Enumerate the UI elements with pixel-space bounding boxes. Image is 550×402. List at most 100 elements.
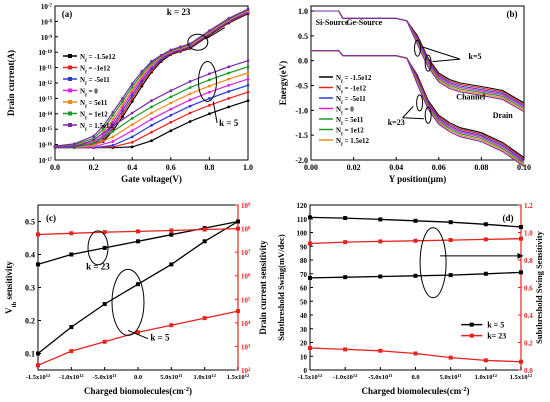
y2-tick-label-part: 7: [248, 250, 251, 255]
y-tick-label-part: 10: [41, 18, 49, 26]
y-tick-label: 0.3: [25, 284, 35, 293]
y2-tick-label-part: 8: [248, 226, 251, 231]
x-tick-label: -5.0x1011: [368, 373, 393, 382]
legend-label-part: N: [336, 116, 341, 124]
data-point: [169, 107, 173, 111]
panel-label: (d): [503, 213, 514, 223]
legend-label-part: N: [80, 122, 85, 130]
y2-tick-label-part: 2: [248, 368, 251, 373]
annotation-k5: k=5: [469, 52, 482, 61]
legend-label: Nf = -1.5e12: [80, 53, 116, 64]
y-tick-label-part: -7: [48, 4, 53, 9]
data-point: [308, 215, 312, 220]
legend-label: Nf = 1e12: [336, 127, 364, 138]
x-axis-label: Charged biomolecules(cm-2): [362, 386, 470, 397]
highlight-ellipse: [416, 94, 424, 112]
data-point: [150, 139, 153, 143]
data-point: [246, 83, 250, 87]
y-tick-label: 10-8: [41, 18, 53, 26]
data-point: [208, 103, 211, 107]
y2-tick-label: 0.6: [524, 285, 533, 293]
data-point: [136, 239, 140, 244]
y-tick-label: 10-15: [38, 126, 52, 134]
legend-marker: [68, 88, 72, 93]
data-point: [483, 237, 488, 242]
data-point: [169, 262, 174, 267]
band-line: [311, 10, 525, 113]
y-tick-label-part: 10: [38, 80, 46, 88]
y-tick-label: 20: [300, 340, 308, 348]
data-point: [121, 112, 124, 116]
plot-frame: [309, 204, 522, 371]
data-point: [121, 97, 124, 100]
legend-label-part: = 5e11: [87, 99, 108, 107]
data-point: [378, 348, 383, 353]
y2-tick-label: 103: [241, 343, 251, 351]
data-point: [448, 273, 453, 278]
legend-label-part: f: [341, 111, 343, 116]
data-point: [92, 134, 95, 138]
data-point: [188, 111, 192, 115]
y-tick-label-part: -15: [45, 127, 52, 132]
x-axis-label-part: Charged biomolecules(cm: [84, 386, 184, 396]
data-point: [36, 262, 40, 267]
y2-axis-label: Subthreshold Swing Sensitivity: [534, 230, 544, 343]
x-tick-label: 1.0x1012: [193, 373, 216, 382]
y-tick-label: 30: [300, 326, 308, 334]
panel-label: (a): [62, 9, 73, 19]
x-tick-label-part: 12: [79, 373, 84, 378]
y2-tick-label-part: 9: [248, 203, 251, 208]
annotation-arrow: [402, 106, 414, 119]
data-point: [121, 100, 124, 103]
legend-label: Nf = 1.5e12: [336, 137, 370, 148]
data-point: [69, 231, 74, 236]
data-point: [413, 273, 418, 278]
data-point: [150, 117, 153, 121]
annotation-arrow: [127, 329, 149, 340]
y2-tick-label: 1.0: [524, 230, 533, 238]
y-tick-label: 50: [300, 298, 308, 306]
data-point: [188, 80, 192, 83]
panel-c: -1.5x1012 -1.0x1012 -5.0x1011 0.0 5.0x1011 1.…: [4, 202, 268, 396]
legend-label-part: = -1.5e12: [343, 74, 372, 82]
y2-tick-label: 105: [241, 296, 251, 304]
legend-label-part: f: [341, 80, 343, 85]
x-tick-label: 1.0x1012: [475, 373, 498, 382]
data-point: [169, 89, 173, 93]
legend-label-part: N: [80, 53, 85, 61]
annotation-arrow: [205, 27, 226, 40]
data-point: [169, 113, 173, 117]
y-tick-label: 60: [300, 285, 308, 293]
data-point: [378, 217, 383, 222]
y-tick-label: 0.5: [298, 32, 308, 41]
y-tick-label: -0.5: [295, 81, 308, 90]
data-point: [136, 330, 140, 335]
y-tick-label: 10-7: [41, 3, 53, 11]
legend-label-part: f: [341, 90, 343, 95]
legend-label-part: = 1e12: [87, 111, 109, 119]
x-tick-label-part: -5.0x10: [92, 374, 112, 381]
data-point: [202, 316, 207, 321]
data-point: [130, 135, 134, 139]
data-point: [202, 227, 207, 232]
data-point: [519, 359, 523, 364]
data-point: [69, 349, 74, 354]
data-point: [208, 84, 211, 88]
annotation-k5: k = 5: [150, 332, 170, 342]
x-tick-label-part: 1.5x10: [227, 374, 245, 381]
region-label: Drain: [493, 111, 514, 120]
legend-label: Nf = -5e11: [336, 95, 366, 106]
data-point: [111, 110, 115, 114]
annotation-k23: k = 23: [86, 261, 110, 271]
y-tick-label: 10: [300, 353, 308, 361]
data-point: [140, 84, 144, 88]
y2-tick-label: 108: [241, 226, 251, 234]
annotation-k23: k=23: [388, 118, 405, 127]
x-tick-label-part: 12: [528, 373, 533, 378]
legend-label-part: f: [341, 122, 343, 127]
y-tick-label: 10-9: [41, 34, 53, 42]
legend-label-part: N: [80, 65, 85, 73]
region-label: Channel: [456, 92, 486, 101]
data-point: [111, 117, 115, 121]
